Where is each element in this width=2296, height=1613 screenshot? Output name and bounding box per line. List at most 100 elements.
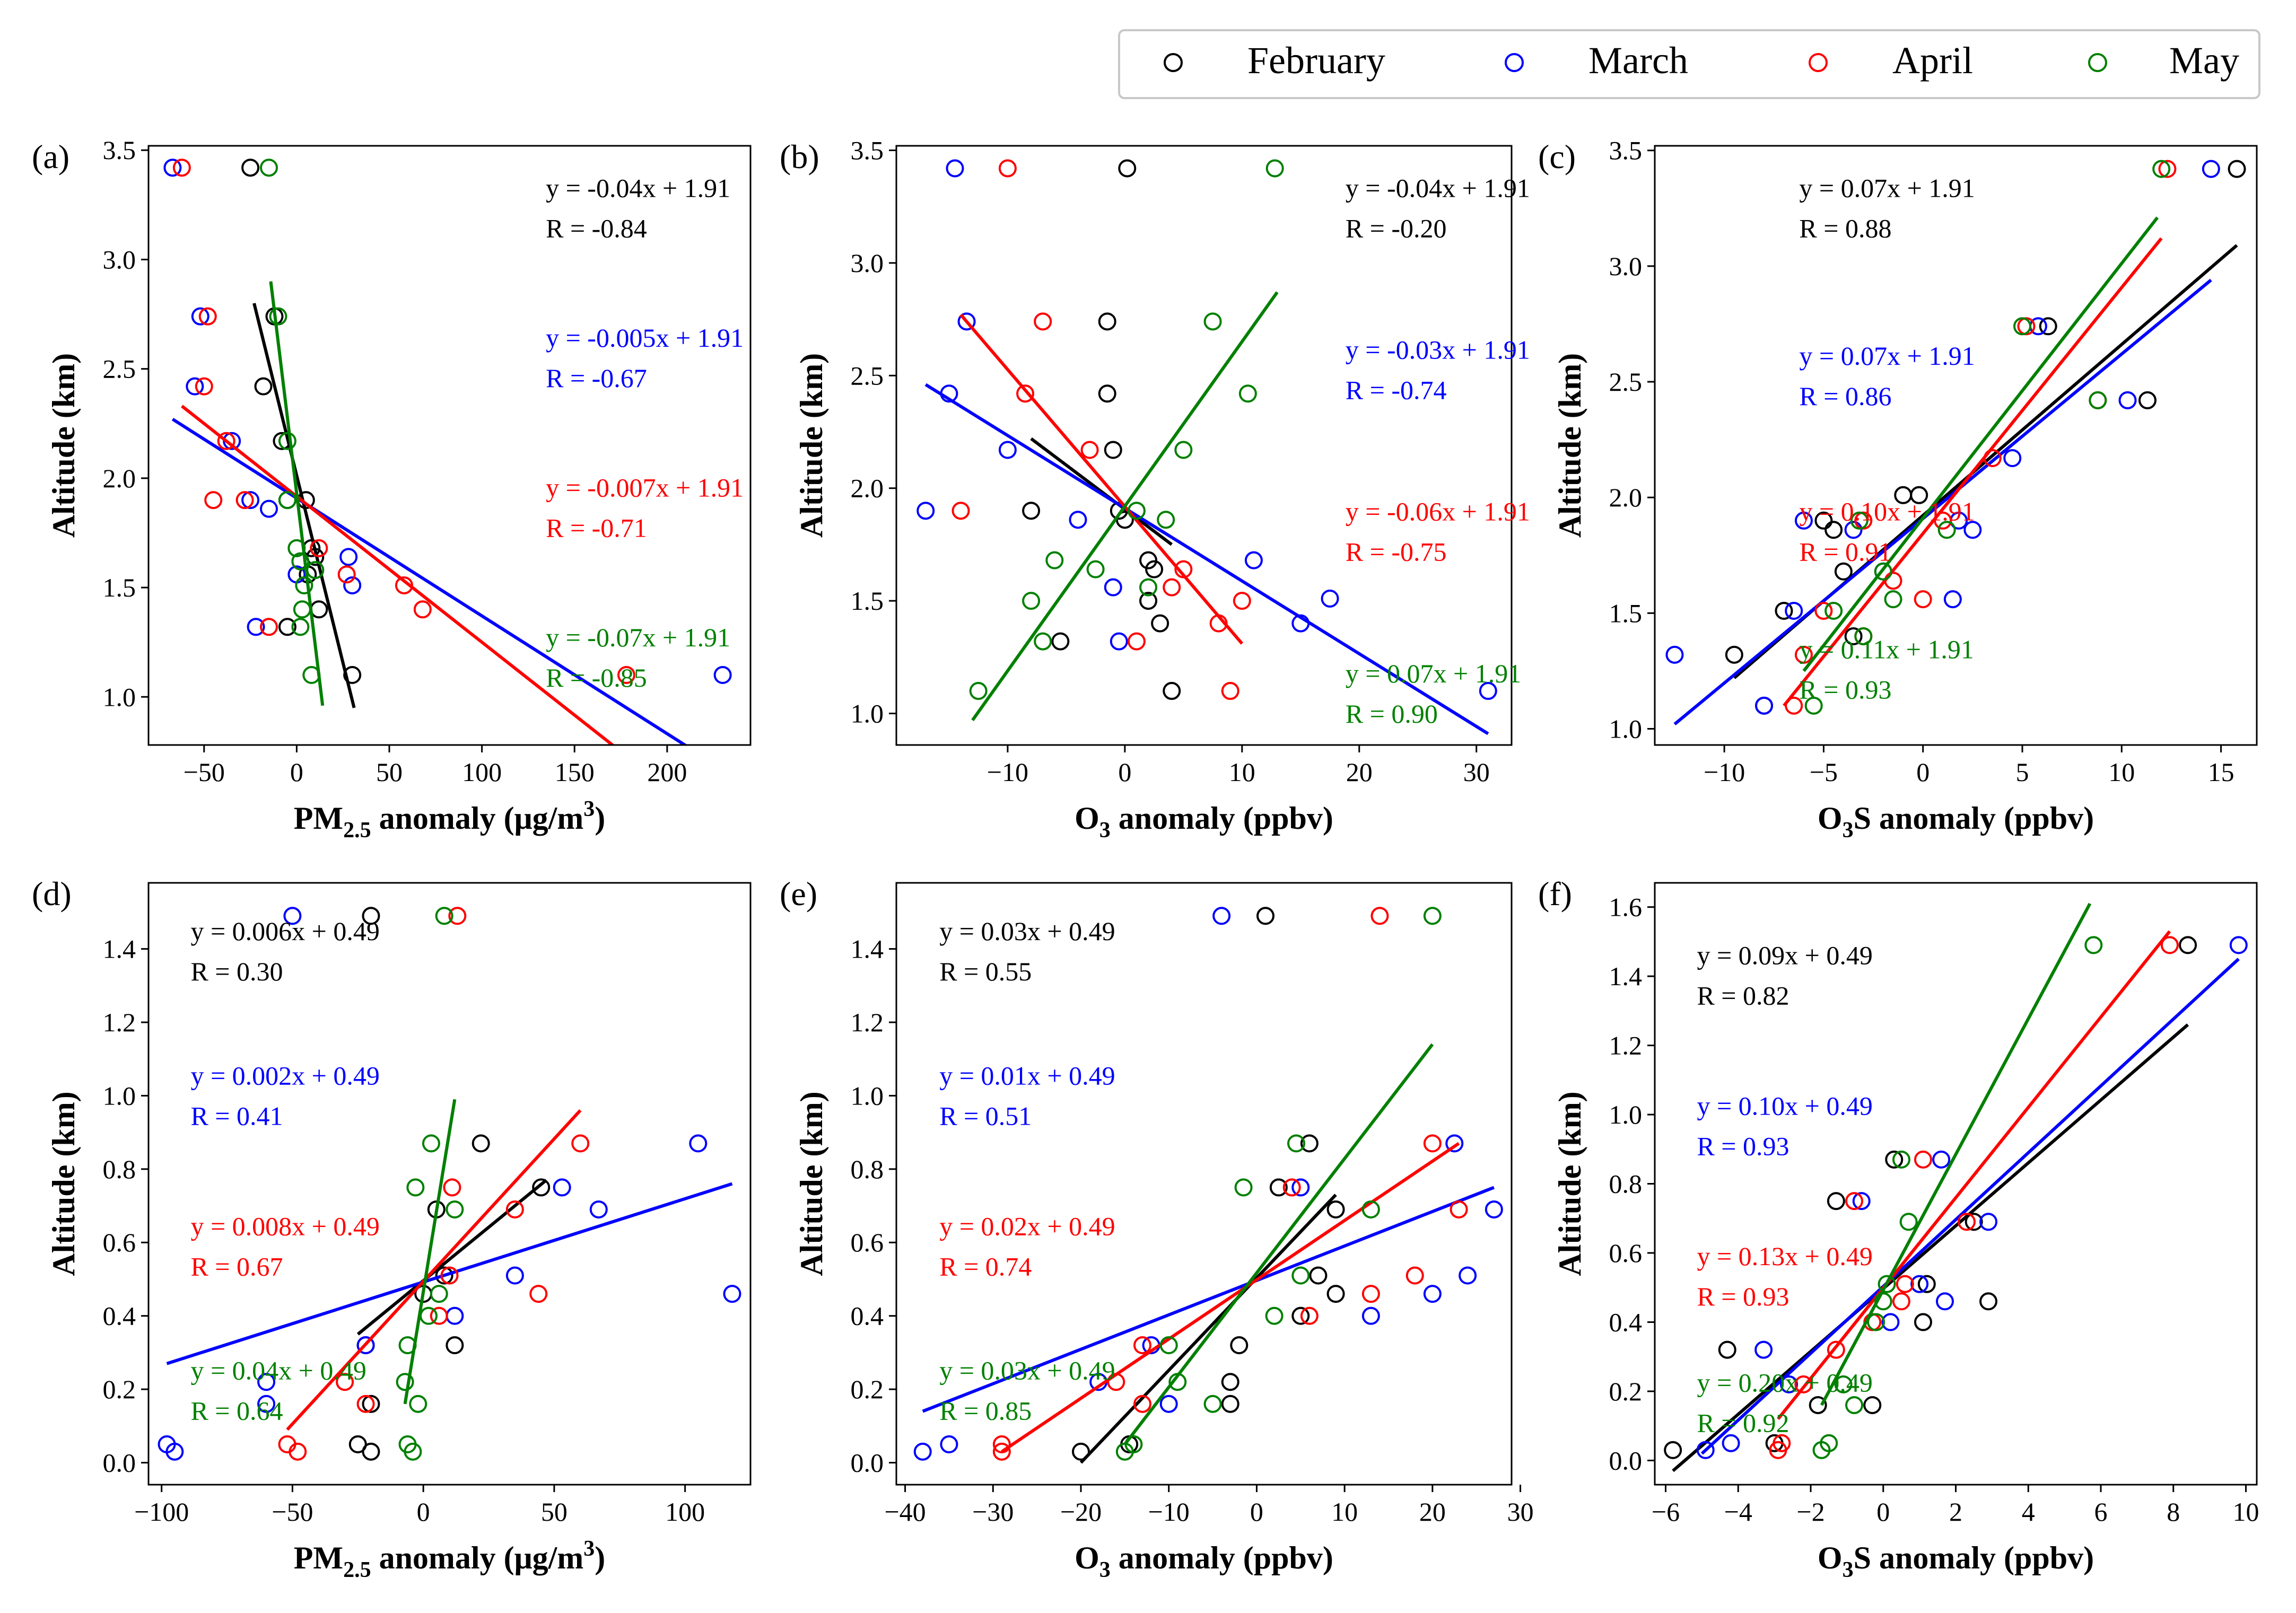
legend-marker-march [1505,53,1524,72]
point-e-may-6 [1168,1373,1187,1391]
point-b-february-8 [1145,560,1164,578]
annotation-f-3-1: R = 0.92 [1697,1408,1789,1437]
y-tick-label-c-2: 2.0 [1609,483,1643,512]
point-c-may-2 [2089,391,2107,409]
x-tick-label-c-5: 15 [2208,757,2234,787]
fit-line-f-april [1777,930,2171,1420]
point-c-march-10 [1785,601,1803,620]
legend-label-may: May [2169,39,2239,82]
y-tick-label-b-1: 1.5 [851,586,884,616]
annotation-b-0-0: y = -0.04x + 1.91 [1346,173,1530,203]
point-a-may-3 [278,491,296,510]
y-axis-label-d: Altitude (km) [46,1091,81,1276]
y-tick-label-d-4: 0.8 [103,1154,136,1184]
point-e-march-5 [1423,1285,1442,1303]
point-b-march-1 [957,312,976,331]
y-tick-label-c-1: 1.5 [1609,598,1643,628]
point-e-march-1 [1445,1134,1464,1153]
annotation-d-2-1: R = 0.67 [190,1251,283,1281]
point-e-may-9 [1115,1442,1134,1461]
point-c-march-7 [1963,521,1982,539]
y-tick-label-a-0: 1.0 [103,682,136,712]
x-tick-label-f-0: −6 [1652,1497,1680,1527]
y-tick-label-f-6: 1.2 [1609,1031,1643,1060]
point-d-march-1 [689,1134,708,1153]
point-b-may-5 [1157,511,1175,529]
y-tick-label-b-2: 2.0 [851,474,884,503]
x-tick-label-c-0: −10 [1704,757,1745,787]
y-tick-label-a-1: 1.5 [103,573,136,602]
point-c-may-7 [1824,601,1843,620]
point-f-april-4 [1896,1275,1914,1293]
annotation-d-3-1: R = 0.64 [190,1396,283,1426]
point-b-may-4 [1127,502,1146,520]
point-b-april-10 [1221,682,1239,700]
annotation-e-1-1: R = 0.51 [939,1101,1032,1131]
annotation-b-1-1: R = -0.74 [1346,375,1447,405]
annotation-f-2-0: y = 0.13x + 0.49 [1697,1241,1872,1271]
point-a-april-8 [395,576,413,594]
point-d-march-11 [356,1336,375,1355]
point-f-february-9 [1863,1396,1882,1414]
y-tick-label-c-3: 2.5 [1609,367,1643,397]
annotation-c-3-1: R = 0.93 [1799,675,1891,705]
annotation-c-0-0: y = 0.07x + 1.91 [1799,173,1975,203]
point-d-april-6 [356,1395,375,1413]
x-axis-label-b-part-0: O [1075,801,1099,836]
point-f-february-1 [1885,1150,1904,1169]
x-axis-label-e-part-1: 3 [1099,1558,1111,1582]
annotation-a-2-0: y = -0.007x + 1.91 [546,473,744,503]
fit-line-d-february [356,1179,547,1336]
point-c-may-1 [2013,317,2031,336]
panel-label-f: (f) [1538,875,1572,913]
x-tick-label-d-1: −50 [272,1497,313,1527]
annotation-d-0-0: y = 0.006x + 0.49 [190,916,379,946]
point-b-may-10 [1034,632,1052,651]
point-b-april-3 [1080,441,1099,459]
point-d-may-10 [430,1285,448,1303]
point-a-april-6 [310,539,328,557]
panel-d: −100 −50 0 50 100 0.0 0.2 0.4 0.6 0.8 1.0 1.2 1.4 y =… [32,875,752,1582]
point-b-february-7 [1139,551,1158,569]
point-c-may-6 [1884,590,1902,609]
point-c-march-3 [2003,449,2022,467]
point-f-february-11 [1664,1441,1682,1459]
point-a-march-10 [713,666,732,685]
point-f-april-5 [1892,1292,1910,1311]
point-d-april-3 [505,1200,524,1218]
x-tick-label-c-4: 10 [2108,757,2135,787]
annotation-e-3-0: y = 0.03x + 0.49 [939,1356,1115,1386]
point-f-march-9 [1722,1434,1740,1452]
point-c-february-10 [1725,645,1743,664]
annotation-f-0-1: R = 0.82 [1697,981,1789,1011]
point-f-february-5 [1979,1292,1998,1311]
annotation-f-1-1: R = 0.93 [1697,1131,1789,1161]
panel-e: −40 −30 −20 −10 0 10 20 30 0.0 0.2 0.4 0.6 0.8 1.0 1.2… [780,875,1534,1582]
y-axis-label-c: Altitude (km) [1552,353,1587,538]
point-e-february-8 [1221,1395,1239,1413]
x-tick-label-d-3: 50 [541,1497,568,1527]
x-tick-label-f-5: 4 [2022,1497,2035,1527]
point-d-february-7 [446,1336,464,1355]
point-c-may-8 [1854,627,1873,645]
y-tick-label-d-6: 1.2 [103,1007,136,1037]
annotation-f-3-0: y = 0.20x + 0.49 [1697,1367,1872,1397]
point-b-april-6 [1163,578,1181,597]
point-e-february-10 [1072,1442,1090,1461]
point-c-february-0 [2228,160,2246,178]
y-tick-label-d-7: 1.4 [103,934,136,964]
point-e-february-1 [1300,1134,1319,1153]
point-f-february-4 [1917,1275,1936,1293]
point-a-may-9 [291,618,310,636]
panel-label-a: (a) [32,138,69,176]
point-f-april-3 [1958,1213,1976,1231]
point-c-february-6 [1824,521,1843,539]
panel-f-frame [1654,882,2258,1486]
panel-c: −10 −5 0 5 10 15 1.0 1.5 2.0 2.5 3.0 3.5 y = 0.07x +… [1538,136,2258,843]
x-axis-label-a-part-2: anomaly (μg/m [371,801,584,836]
point-f-april-0 [2160,936,2179,954]
point-c-april-3 [1983,449,2002,467]
fit-line-c-april [1783,237,2163,707]
point-f-march-4 [1910,1275,1929,1293]
x-tick-label-c-2: 0 [1916,757,1930,787]
